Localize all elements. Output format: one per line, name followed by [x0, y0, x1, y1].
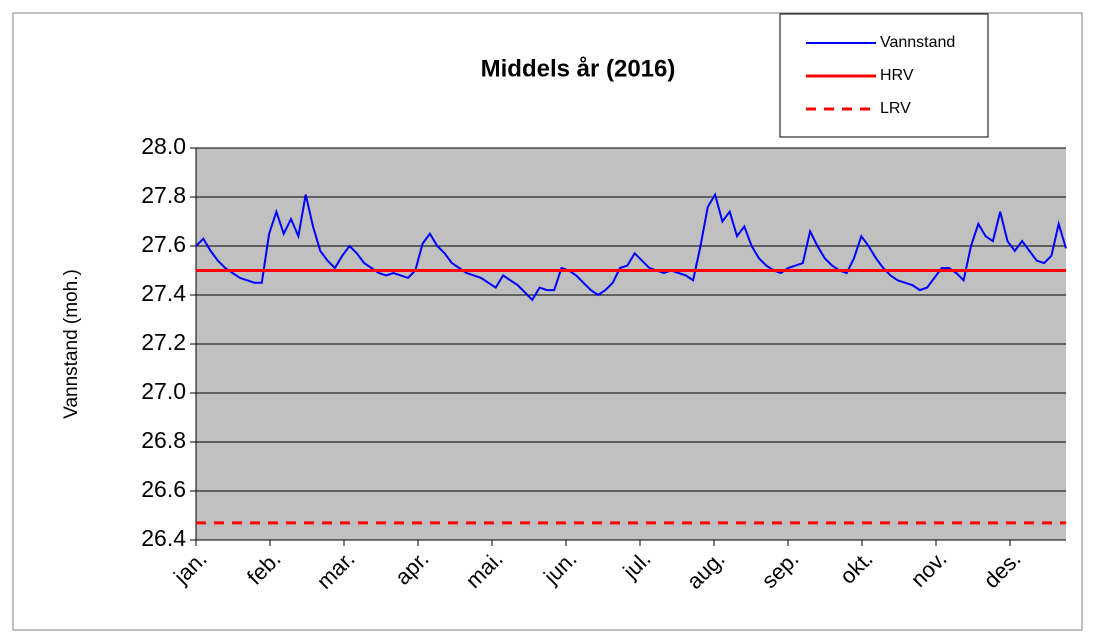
y-tick-label: 26.6 — [141, 476, 186, 502]
y-tick-label: 27.4 — [141, 280, 186, 306]
y-tick-label: 26.8 — [141, 427, 186, 453]
y-tick-label: 27.2 — [141, 329, 186, 355]
y-tick-label: 27.6 — [141, 231, 186, 257]
y-tick-label: 27.8 — [141, 182, 186, 208]
legend-label: HRV — [880, 67, 914, 84]
y-axis-label: Vannstand (moh.) — [61, 269, 82, 419]
chart-title: Middels år (2016) — [481, 55, 676, 82]
y-tick-label: 26.4 — [141, 525, 186, 551]
legend-label: LRV — [880, 100, 911, 117]
data-line — [195, 192, 1067, 302]
y-tick-label: 28.0 — [141, 133, 186, 159]
y-tick-label: 27.0 — [141, 378, 186, 404]
legend-label: Vannstand — [880, 34, 955, 51]
